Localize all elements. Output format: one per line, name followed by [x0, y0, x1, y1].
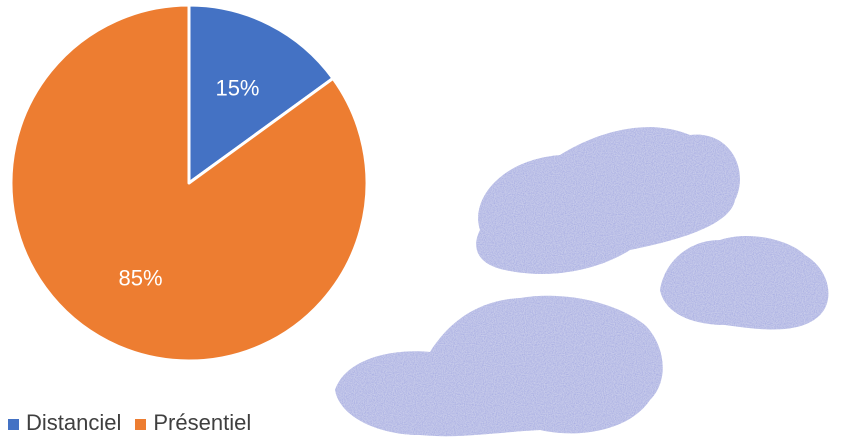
legend-label-distanciel: Distanciel [26, 410, 122, 435]
chart-legend: Distanciel Présentiel [8, 410, 265, 436]
legend-swatch-presentiel [135, 419, 147, 430]
legend-item-presentiel: Présentiel [135, 410, 251, 436]
pie-label-presentiel: 85% [118, 266, 162, 291]
watercolor-clouds-icon [335, 127, 829, 437]
legend-label-presentiel: Présentiel [153, 410, 252, 435]
legend-swatch-distanciel [8, 419, 19, 430]
pie-slice-distanciel [187, 3, 335, 185]
legend-item-distanciel: Distanciel [8, 410, 121, 436]
pie-label-distanciel: 15% [215, 75, 259, 100]
pie-slice-presentiel [9, 3, 369, 363]
pie-labels: 15% 85% [118, 75, 259, 290]
pie-slices [9, 3, 369, 363]
